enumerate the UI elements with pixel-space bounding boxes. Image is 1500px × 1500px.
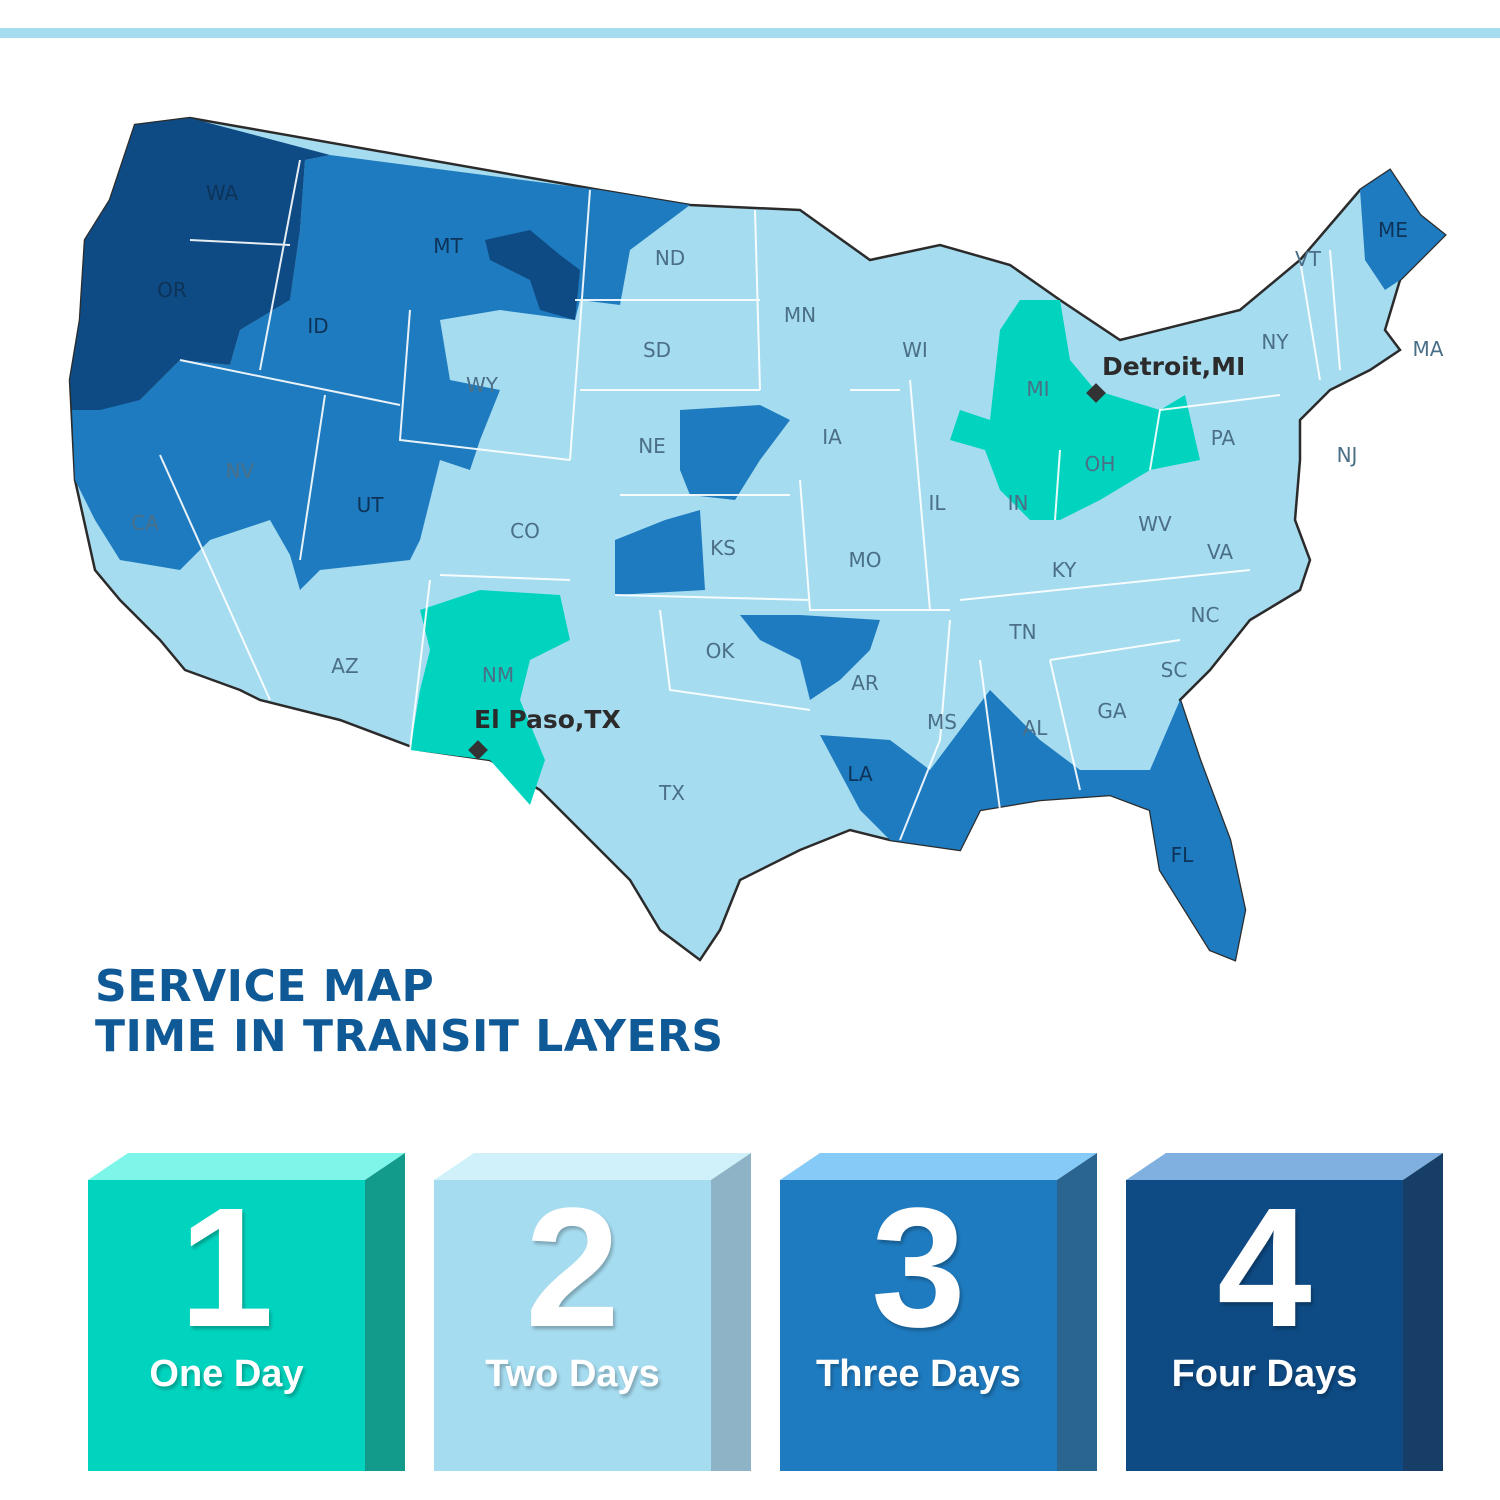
state-label-sc: SC (1161, 658, 1188, 682)
state-label-il: IL (928, 491, 946, 515)
state-label-in: IN (1008, 491, 1029, 515)
legend-item-three-days: 3 Three Days (780, 1153, 1100, 1473)
legend-number: 2 (525, 1173, 620, 1363)
state-label-ma: MA (1413, 337, 1444, 361)
state-label-sd: SD (643, 338, 671, 362)
region-kansas-three-day (615, 510, 705, 595)
legend-number: 3 (871, 1173, 966, 1363)
region-ok-ar-three-day (740, 615, 880, 700)
state-label-ny: NY (1261, 330, 1289, 354)
state-label-az: AZ (331, 654, 358, 678)
state-label-id: ID (307, 314, 328, 338)
title-line-1: SERVICE MAP (95, 961, 435, 1012)
page-title: SERVICE MAP TIME IN TRANSIT LAYERS (95, 962, 724, 1062)
state-label-ut: UT (357, 493, 385, 517)
region-el-paso-one-day (410, 590, 570, 805)
title-line-2: TIME IN TRANSIT LAYERS (95, 1011, 724, 1062)
state-label-tn: TN (1008, 620, 1036, 644)
state-label-mt: MT (433, 234, 463, 258)
state-label-nm: NM (482, 663, 514, 687)
state-label-or: OR (157, 278, 187, 302)
region-nebraska-three-day (680, 405, 790, 500)
state-label-oh: OH (1085, 452, 1116, 476)
cube-shape (88, 1153, 405, 1471)
state-label-ia: IA (822, 425, 842, 449)
state-label-wi: WI (902, 338, 928, 362)
state-label-pa: PA (1211, 426, 1236, 450)
cube-shape (780, 1153, 1097, 1471)
region-northwest-four-day (70, 118, 330, 410)
state-label-mn: MN (784, 303, 816, 327)
state-label-vt: VT (1295, 247, 1322, 271)
legend-item-two-days: 2 Two Days (434, 1153, 754, 1473)
state-label-nd: ND (655, 246, 685, 270)
four-day-regions (70, 118, 580, 410)
city-markers: Detroit,MI El Paso,TX (468, 352, 1245, 760)
cube-shape (434, 1153, 751, 1471)
state-label-tx: TX (658, 781, 685, 805)
state-label-ga: GA (1097, 699, 1126, 723)
cube-shape (1126, 1153, 1443, 1471)
legend-number: 1 (179, 1173, 274, 1363)
state-borders (159, 159, 1341, 841)
city-label-detroit: Detroit,MI (1102, 352, 1245, 381)
state-label-mo: MO (849, 548, 882, 572)
state-label-ok: OK (706, 639, 736, 663)
top-accent-bar (0, 28, 1500, 38)
region-montana-four-day (485, 230, 580, 320)
region-maine-three-day (1360, 170, 1445, 290)
region-great-lakes-one-day (950, 300, 1200, 520)
legend-label: One Day (149, 1353, 304, 1395)
state-label-nc: NC (1191, 603, 1220, 627)
legend-item-four-days: 4 Four Days (1126, 1153, 1446, 1473)
legend-label: Three Days (816, 1353, 1021, 1395)
legend-number: 4 (1217, 1173, 1312, 1363)
state-label-co: CO (510, 519, 540, 543)
one-day-regions (410, 300, 1200, 805)
state-labels: WA OR CA ID NV MT WY UT AZ CO NM ND SD NE KS OK TX MN IA MO… (131, 181, 1444, 867)
state-label-ms: MS (927, 710, 957, 734)
state-label-ky: KY (1052, 558, 1077, 582)
state-label-mi: MI (1026, 377, 1049, 401)
state-label-wv: WV (1138, 512, 1172, 536)
state-label-ar: AR (851, 671, 879, 695)
state-label-wa: WA (206, 181, 239, 205)
detroit-marker-icon (1086, 383, 1106, 403)
state-label-fl: FL (1171, 843, 1195, 867)
us-service-map: WA OR CA ID NV MT WY UT AZ CO NM ND SD NE KS OK TX MN IA MO… (68, 116, 1447, 962)
el-paso-marker-icon (468, 740, 488, 760)
state-label-la: LA (847, 762, 873, 786)
state-label-nj: NJ (1337, 443, 1358, 467)
legend-item-one-day: 1 One Day (88, 1153, 408, 1473)
state-label-va: VA (1207, 540, 1233, 564)
state-label-ca: CA (131, 511, 159, 535)
legend-label: Two Days (485, 1353, 660, 1395)
state-label-wy: WY (466, 373, 499, 397)
state-label-al: AL (1023, 716, 1049, 740)
state-label-ks: KS (710, 536, 736, 560)
state-label-ne: NE (638, 434, 666, 458)
city-label-el-paso: El Paso,TX (474, 705, 621, 734)
legend-label: Four Days (1171, 1353, 1358, 1395)
state-label-nv: NV (226, 459, 255, 483)
state-label-me: ME (1378, 218, 1408, 242)
